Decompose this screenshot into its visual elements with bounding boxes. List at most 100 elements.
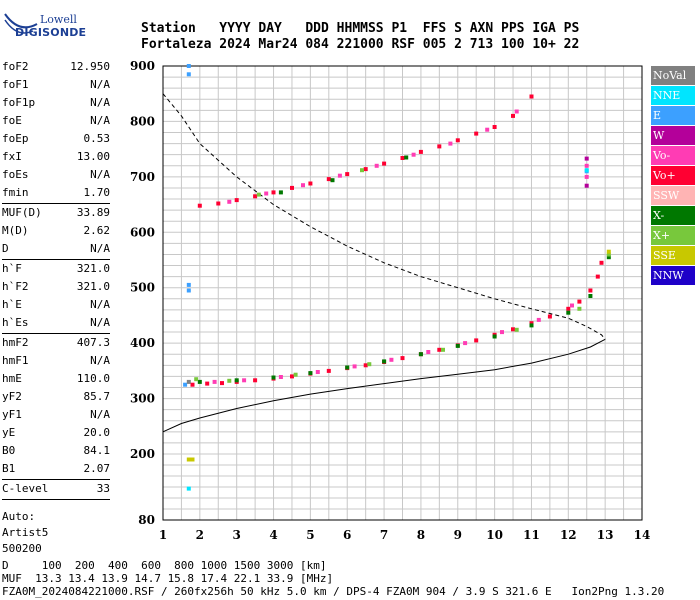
echo-series-sse [186,249,611,462]
echo-point [389,357,394,362]
echo-point [227,199,232,204]
param-name: fmin [2,186,29,199]
echo-point [205,381,210,386]
echo-point [448,141,453,146]
param-row-fxi: fxI 13.00 [2,148,110,166]
param-name: D [2,242,9,255]
echo-point [212,379,217,384]
legend-item-vo-: Vo- [651,146,695,165]
echo-point [197,203,202,208]
echo-point [536,317,541,322]
param-name: foF1p [2,96,36,109]
echo-point [566,306,571,311]
echo-point [588,288,593,293]
param-value: 407.3 [76,336,110,349]
param-row-hmf1: hmF1 N/A [2,352,110,370]
echo-point [474,338,479,343]
param-row-d: D N/A [2,240,110,258]
y-tick-label: 400 [130,336,155,350]
echo-point [584,156,589,161]
param-value: N/A [90,168,110,181]
legend-item-nnw: NNW [651,266,695,285]
param-row-ye: yE 20.0 [2,424,110,442]
echo-point [220,381,224,386]
echo-point [500,330,504,335]
param-name: foF2 [2,60,29,73]
params-separator [2,259,110,260]
echo-point [345,365,350,370]
param-row-yf2: yF2 85.7 [2,388,110,406]
y-tick-label: 800 [130,114,155,128]
logo: Lowell DIGISONDE [3,4,86,40]
echo-point [599,260,604,265]
param-name: MUF(D) [2,206,42,219]
echo-point [529,94,534,99]
param-name: h`E [2,298,22,311]
echo-point [367,362,372,367]
echo-series-x- [197,155,611,384]
echo-point [547,314,552,319]
echo-point [463,341,468,346]
echo-point [183,382,188,387]
echo-point [382,359,387,364]
echo-point [345,172,350,177]
autoscaling-line: 500200 [2,542,42,555]
param-row-h-f2: h`F2 321.0 [2,278,110,296]
y-tick-label: 600 [130,225,155,239]
echo-point [374,163,379,168]
echo-series-w [584,156,589,188]
param-value: 33.89 [76,206,110,219]
param-name: foEp [2,132,29,145]
echo-point [315,370,320,374]
footer: D 100 200 400 600 800 1000 1500 3000 [km… [2,559,664,598]
echo-point [242,378,247,383]
echo-point [584,183,589,188]
echo-point [400,356,405,361]
echo-point [326,177,331,182]
echo-point [511,113,515,118]
param-value: N/A [90,354,110,367]
echo-point [264,191,269,196]
echo-point [514,109,519,114]
param-value: 110.0 [76,372,110,385]
echo-point [363,363,368,368]
param-name: hmE [2,372,22,385]
param-value: N/A [90,242,110,255]
param-row-h-e: h`E N/A [2,296,110,314]
echo-series-nne [186,168,589,491]
param-value: N/A [90,298,110,311]
x-tick-label: 4 [269,528,277,542]
param-value: 321.0 [76,280,110,293]
x-tick-label: 8 [417,528,425,542]
echo-point [290,374,294,379]
station-header: Station YYYY DAY DDD HHMMSS P1 FFS S AXN… [141,21,579,53]
param-row-b0: B0 84.1 [2,442,110,460]
param-value: 1.70 [83,186,111,199]
echo-point [352,364,357,369]
echo-point [308,181,313,186]
scaled-parameters-panel: foF2 12.950 foF1 N/A foF1p N/A foE N/A foEp 0.53 f… [2,58,110,557]
echo-point [606,249,611,254]
x-tick-label: 14 [634,528,651,542]
plot-frame [162,65,643,521]
param-name: foF1 [2,78,29,91]
echo-point [404,155,409,160]
echo-point [437,347,442,352]
echo-point [455,343,460,348]
param-name: h`Es [2,316,29,329]
param-name: B0 [2,444,16,457]
param-row-fof1p: foF1p N/A [2,94,110,112]
echo-point [474,131,479,136]
echo-point [293,372,298,377]
y-tick-label: 700 [130,170,155,184]
echo-point [190,382,195,387]
legend-item-noval: NoVal [651,66,695,85]
echo-point [441,347,445,352]
param-value: 84.1 [83,444,111,457]
params-separator [2,479,110,480]
echo-point [278,375,283,379]
echo-point [529,323,534,328]
param-name: h`F [2,262,22,275]
x-tick-label: 12 [560,528,577,542]
